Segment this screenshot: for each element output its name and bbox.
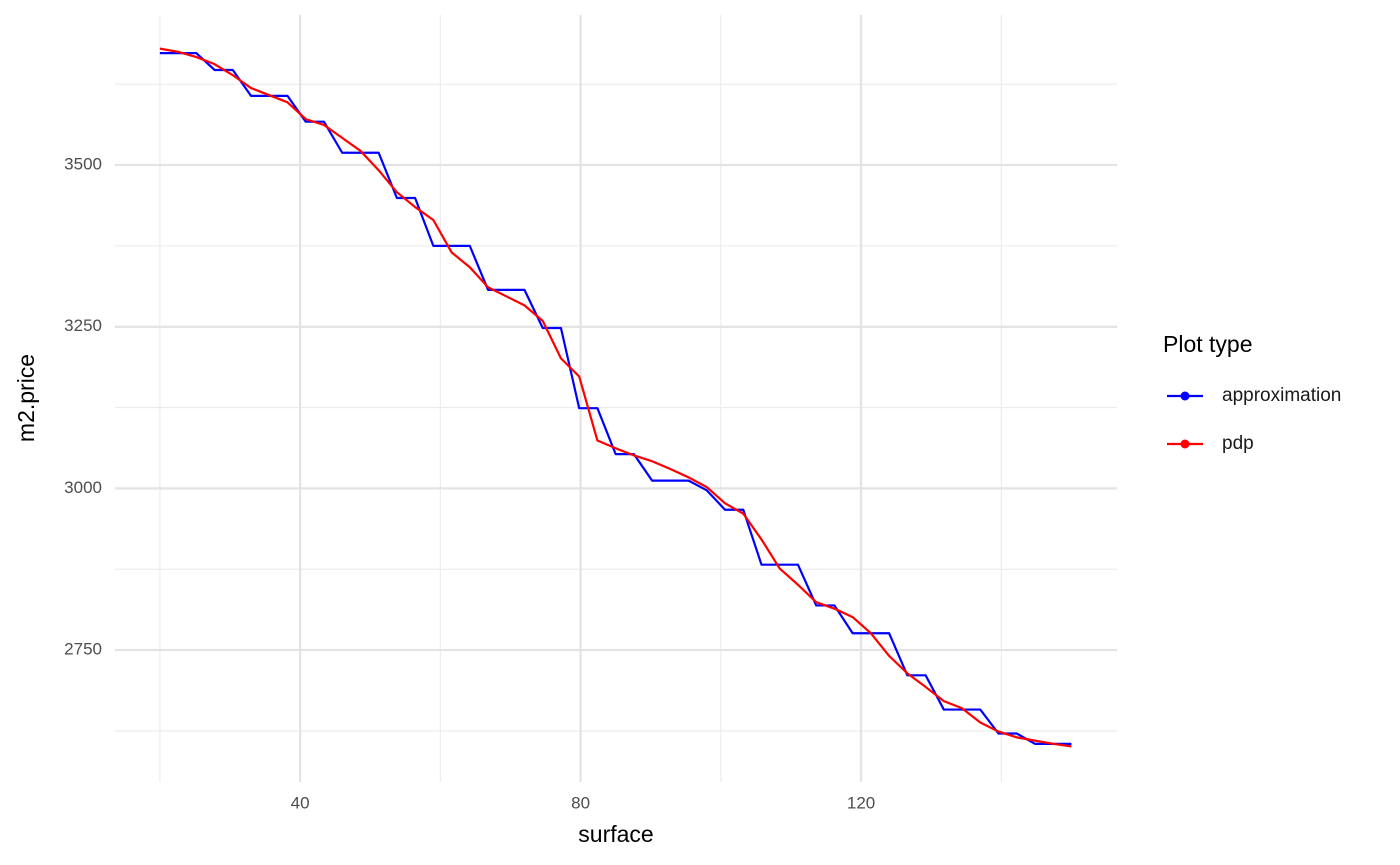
x-tick-label: 40 [291, 793, 310, 812]
y-tick-label: 3000 [64, 478, 102, 497]
legend-dot [1180, 391, 1190, 401]
grid [115, 15, 1117, 782]
y-axis-title: m2.price [13, 354, 39, 442]
x-tick-label: 80 [571, 793, 590, 812]
y-tick-label: 3250 [64, 316, 102, 335]
x-axis-title: surface [578, 821, 653, 847]
series-line [159, 52, 1072, 745]
series-line [159, 47, 1072, 748]
x-tick-label: 120 [847, 793, 875, 812]
y-tick-label: 3500 [64, 155, 102, 174]
y-tick-label: 2750 [64, 640, 102, 659]
legend-label: approximation [1222, 385, 1341, 406]
legend-label: pdp [1222, 433, 1254, 454]
legend-dot [1180, 439, 1190, 449]
legend-title: Plot type [1163, 331, 1253, 357]
